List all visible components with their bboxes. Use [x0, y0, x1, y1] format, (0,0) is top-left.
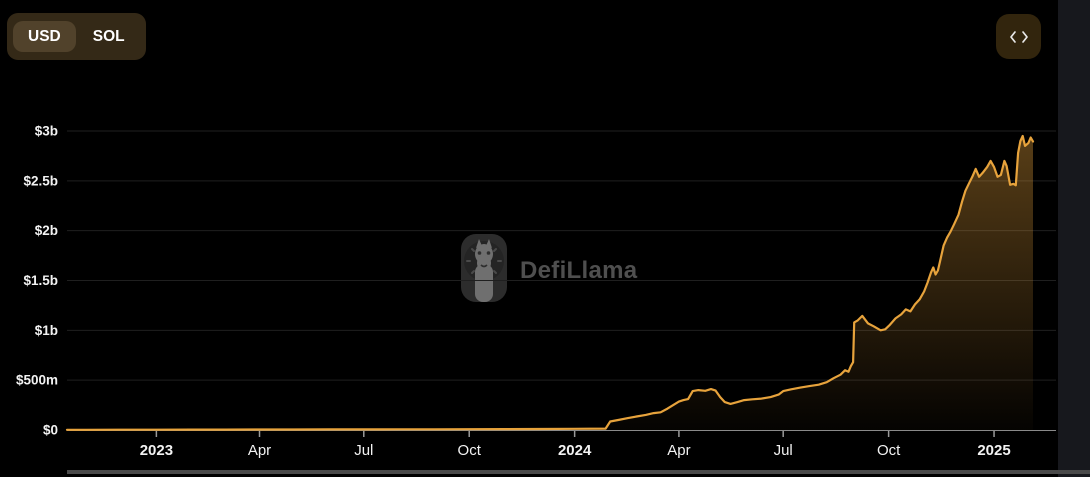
code-angle-brackets-icon — [1009, 30, 1029, 44]
currency-toggle: USD SOL — [7, 13, 146, 60]
x-axis — [67, 430, 1056, 437]
x-axis-label: Apr — [667, 442, 690, 459]
y-axis-label: $0 — [43, 423, 58, 438]
tvl-area — [67, 136, 1033, 430]
x-axis-label: Apr — [248, 442, 271, 459]
x-axis-label: Oct — [458, 442, 482, 459]
x-axis-label: 2024 — [558, 442, 592, 459]
x-axis-label: Jul — [354, 442, 373, 459]
y-axis-label: $3b — [35, 124, 58, 139]
right-side-panel — [1058, 0, 1090, 477]
currency-option-sol[interactable]: SOL — [78, 21, 140, 53]
tvl-line — [65, 134, 1035, 431]
x-axis-label: 2023 — [140, 442, 173, 459]
x-axis-label: Jul — [774, 442, 793, 459]
embed-code-button[interactable] — [996, 14, 1041, 59]
y-axis-label: $1b — [35, 323, 58, 338]
y-axis-label: $500m — [16, 373, 58, 388]
tvl-series — [65, 134, 1035, 431]
y-axis-label: $1.5b — [23, 273, 58, 288]
currency-option-usd[interactable]: USD — [13, 20, 76, 53]
y-axis-label: $2.5b — [23, 173, 58, 188]
axis-labels: $0 $500m $1b $1.5b $2b $2.5b $3b 2023 Apr Jul Oct 2… — [16, 124, 1011, 460]
x-axis-label: 2025 — [977, 442, 1010, 459]
horizontal-scrollbar[interactable] — [67, 470, 1090, 474]
x-axis-label: Oct — [877, 442, 901, 459]
y-axis-label: $2b — [35, 223, 58, 238]
